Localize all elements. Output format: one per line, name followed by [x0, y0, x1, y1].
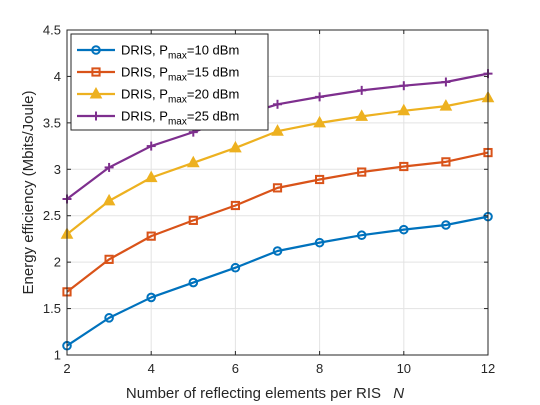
x-tick-label: 10: [397, 361, 411, 376]
data-point-triangle: [186, 155, 200, 168]
y-tick-label: 2: [54, 255, 61, 270]
data-point-triangle: [89, 86, 103, 99]
y-axis-label: Energy efficiency (Mbits/Joule): [20, 91, 37, 295]
data-point-square: [91, 67, 101, 77]
series-layer: [60, 69, 495, 351]
series-4: [62, 69, 493, 204]
data-point-square: [357, 167, 367, 177]
plot-frame: [66, 29, 489, 356]
legend-entry-1: DRIS, Pmax=10 dBm: [77, 43, 239, 62]
data-point-circle: [356, 230, 367, 241]
data-point-triangle: [439, 99, 453, 111]
legend-label: DRIS, Pmax=25 dBm: [121, 109, 239, 128]
data-point-circle: [314, 237, 325, 248]
data-point-square: [399, 161, 409, 172]
series-2: [62, 147, 493, 297]
data-point-plus: [104, 162, 114, 172]
y-tick-label: 1.5: [43, 301, 61, 316]
legend-label: DRIS, Pmax=20 dBm: [121, 87, 239, 106]
data-point-circle: [399, 224, 409, 235]
data-point-circle: [230, 262, 241, 273]
data-point-square: [104, 254, 114, 264]
data-point-circle: [104, 313, 114, 323]
series-line: [66, 215, 489, 347]
data-point-circle: [441, 220, 451, 230]
x-tick-label: 12: [481, 361, 495, 376]
data-point-plus: [441, 77, 451, 87]
x-tick-label: 6: [232, 361, 239, 376]
series-1: [62, 211, 493, 351]
x-tick-label: 8: [316, 361, 323, 376]
y-tick-label: 4: [54, 69, 61, 84]
data-point-triangle: [397, 103, 411, 116]
x-axis-label-symbol: N: [393, 385, 404, 402]
legend-entry-3: DRIS, Pmax=20 dBm: [77, 87, 239, 106]
y-tick-label: 4.5: [43, 23, 61, 38]
data-point-plus: [91, 111, 101, 121]
x-axis-label-text: Number of reflecting elements per RIS: [126, 385, 381, 402]
y-tick-label: 3.5: [43, 115, 61, 130]
data-point-triangle: [229, 140, 242, 153]
data-point-circle: [272, 246, 283, 256]
data-point-square: [315, 174, 325, 185]
data-point-triangle: [271, 124, 284, 136]
data-point-square: [230, 200, 241, 211]
y-tick-label: 1: [54, 348, 61, 363]
data-point-triangle: [313, 115, 326, 128]
legend-label: DRIS, Pmax=10 dBm: [121, 43, 239, 62]
data-point-triangle: [102, 193, 116, 206]
x-tick-label: 2: [63, 361, 70, 376]
data-point-plus: [315, 92, 325, 102]
data-point-circle: [188, 277, 199, 288]
data-point-triangle: [144, 170, 158, 183]
data-point-plus: [399, 81, 409, 91]
data-point-square: [188, 215, 198, 225]
x-axis-label: Number of reflecting elements per RIS N: [126, 385, 404, 402]
data-point-square: [272, 183, 283, 193]
data-point-square: [441, 157, 451, 167]
axis-ticks: 2 4 6 8 10 12 1 1.5 2 2.5 3 3.5 4 4.5: [43, 23, 495, 377]
legend: DRIS, Pmax=10 dBm DRIS, Pmax=15 dBm DRIS, …: [70, 33, 269, 131]
legend-entry-2: DRIS, Pmax=15 dBm: [77, 65, 239, 84]
data-point-plus: [146, 141, 156, 151]
data-point-square: [146, 231, 156, 241]
legend-label: DRIS, Pmax=15 dBm: [121, 65, 239, 84]
data-point-plus: [273, 99, 282, 109]
y-tick-label: 3: [54, 162, 61, 177]
y-tick-label: 2.5: [43, 208, 61, 223]
data-point-circle: [91, 45, 101, 55]
data-point-plus: [357, 85, 367, 95]
data-point-circle: [146, 292, 156, 303]
x-tick-label: 4: [148, 361, 155, 376]
legend-entry-4: DRIS, Pmax=25 dBm: [77, 109, 239, 128]
data-point-triangle: [355, 109, 369, 121]
series-line: [66, 151, 489, 293]
